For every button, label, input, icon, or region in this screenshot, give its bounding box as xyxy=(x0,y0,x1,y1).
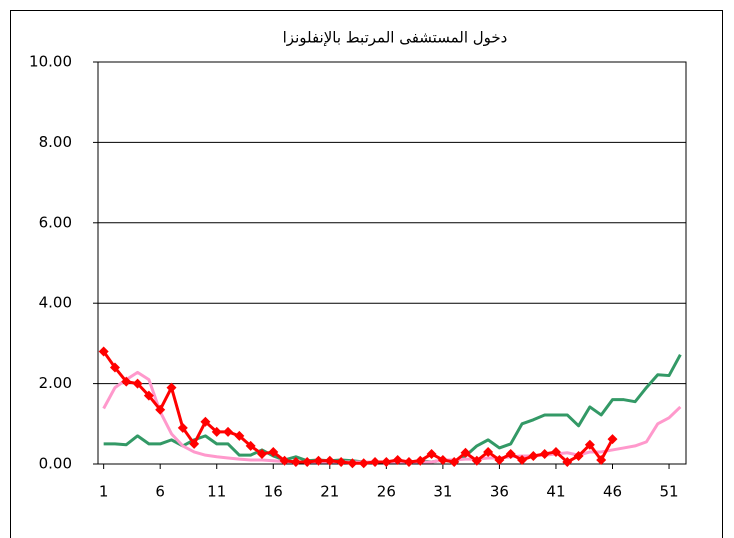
marker xyxy=(347,458,358,469)
y-tick-label: 8.00 xyxy=(39,133,72,151)
marker xyxy=(460,447,471,458)
marker xyxy=(268,446,279,457)
x-tick-label: 1 xyxy=(99,483,109,501)
marker xyxy=(336,456,347,467)
marker xyxy=(415,455,426,466)
marker xyxy=(234,430,245,441)
marker xyxy=(200,416,211,427)
marker xyxy=(324,455,335,466)
marker xyxy=(392,454,403,465)
y-tick-label: 2.00 xyxy=(39,374,72,392)
marker xyxy=(121,376,132,387)
marker xyxy=(483,446,494,457)
marker xyxy=(223,426,234,437)
marker xyxy=(539,448,550,459)
x-tick-label: 11 xyxy=(207,483,226,501)
marker xyxy=(607,434,618,445)
chart-title: دخول المستشفى المرتبط بالإنفلونزا xyxy=(283,29,508,47)
marker xyxy=(313,455,324,466)
marker xyxy=(189,438,200,449)
marker xyxy=(370,456,381,467)
x-tick-label: 51 xyxy=(659,483,678,501)
marker xyxy=(528,450,539,461)
marker xyxy=(279,455,290,466)
marker xyxy=(211,426,222,437)
y-tick-label: 10.00 xyxy=(29,53,72,71)
x-tick-label: 16 xyxy=(264,483,283,501)
marker xyxy=(426,448,437,459)
x-tick-label: 31 xyxy=(433,483,452,501)
marker xyxy=(256,448,267,459)
marker xyxy=(132,378,143,389)
marker xyxy=(155,404,166,415)
series-line xyxy=(102,350,614,465)
marker xyxy=(302,456,313,467)
marker xyxy=(166,382,177,393)
marker xyxy=(109,362,120,373)
marker xyxy=(177,422,188,433)
marker xyxy=(550,446,561,457)
x-tick-label: 26 xyxy=(377,483,396,501)
marker xyxy=(98,346,109,357)
marker xyxy=(245,440,256,451)
marker xyxy=(494,454,505,465)
x-tick-label: 6 xyxy=(155,483,165,501)
marker xyxy=(358,458,369,469)
y-tick-label: 4.00 xyxy=(39,294,72,312)
marker xyxy=(449,456,460,467)
marker xyxy=(573,450,584,461)
plot-area xyxy=(97,61,687,465)
x-tick-label: 46 xyxy=(603,483,622,501)
x-tick-label: 21 xyxy=(320,483,339,501)
marker xyxy=(584,439,595,450)
marker xyxy=(437,454,448,465)
marker xyxy=(143,390,154,401)
marker xyxy=(505,448,516,459)
x-tick-label: 41 xyxy=(546,483,565,501)
marker xyxy=(471,455,482,466)
marker xyxy=(596,454,607,465)
y-tick-label: 6.00 xyxy=(39,213,72,231)
y-tick-label: 0.00 xyxy=(39,455,72,473)
x-tick-label: 36 xyxy=(490,483,509,501)
marker xyxy=(403,456,414,467)
marker xyxy=(562,456,573,467)
marker xyxy=(290,456,301,467)
marker xyxy=(381,456,392,467)
marker xyxy=(517,454,528,465)
